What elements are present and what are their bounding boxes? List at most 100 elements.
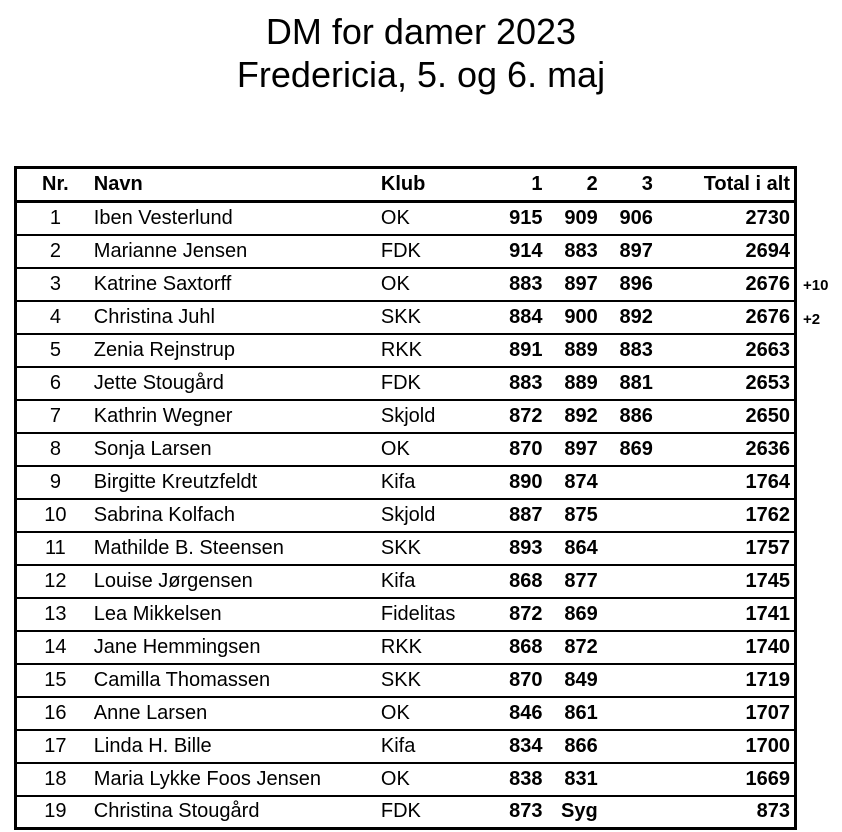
cell-game1: 868 xyxy=(473,630,543,665)
header-game3: 3 xyxy=(597,167,653,203)
cell-klub: RKK xyxy=(380,630,474,665)
cell-klub: RKK xyxy=(380,333,474,368)
cell-klub: OK xyxy=(380,762,474,797)
cell-klub: Kifa xyxy=(380,465,474,500)
cell-nr: 15 xyxy=(15,663,94,698)
cell-navn: Anne Larsen xyxy=(93,696,381,731)
cell-navn: Camilla Thomassen xyxy=(93,663,381,698)
cell-klub: Kifa xyxy=(380,564,474,599)
cell-total: 2653 xyxy=(652,366,796,401)
cell-game1: 846 xyxy=(473,696,543,731)
cell-nr: 10 xyxy=(15,498,94,533)
cell-game1: 873 xyxy=(509,800,543,823)
cell-game1: 834 xyxy=(473,729,543,764)
cell-total: 2694 xyxy=(652,234,796,269)
cell-game2: 889 xyxy=(542,333,598,368)
cell-total: 1741 xyxy=(652,597,796,632)
cell-game1: 838 xyxy=(473,762,543,797)
cell-navn: Iben Vesterlund xyxy=(93,201,381,236)
cell-game2: 892 xyxy=(542,399,598,434)
cell-total: 2663 xyxy=(652,333,796,368)
cell-game1: 868 xyxy=(473,564,543,599)
cell-game1: 893 xyxy=(473,531,543,566)
cell-total: 2676 xyxy=(652,300,796,335)
cell-klub: SKK xyxy=(380,300,474,335)
cell-nr: 4 xyxy=(15,300,94,335)
header-game2: 2 xyxy=(542,167,598,203)
cell-game2: 866 xyxy=(542,729,598,764)
cell-navn: Marianne Jensen xyxy=(93,234,381,269)
cell-klub: FDK xyxy=(380,800,421,823)
table-row: 7 Kathrin Wegner Skjold 872 892 886 2650 xyxy=(15,399,796,434)
cell-navn: Lea Mikkelsen xyxy=(93,597,381,632)
header-game1: 1 xyxy=(473,167,543,203)
cell-klub: OK xyxy=(380,432,474,467)
cell-klub: Fidelitas xyxy=(380,597,474,632)
table-row: 19 Christina Stougård FDK 873 Syg 873 xyxy=(16,796,796,829)
cell-game3 xyxy=(597,531,653,566)
cell-game3: 886 xyxy=(597,399,653,434)
cell-navn: Birgitte Kreutzfeldt xyxy=(93,465,381,500)
cell-game1: 890 xyxy=(473,465,543,500)
table-row: 15 Camilla Thomassen SKK 870 849 1719 xyxy=(15,663,796,698)
cell-total: 1740 xyxy=(652,630,796,665)
cell-nr: 11 xyxy=(15,531,94,566)
cell-game3 xyxy=(597,564,653,599)
cell-klub: OK xyxy=(380,696,474,731)
cell-klub: Kifa xyxy=(380,729,474,764)
table-row: 9 Birgitte Kreutzfeldt Kifa 890 874 1764 xyxy=(15,465,796,500)
cell-navn: Katrine Saxtorff xyxy=(93,267,381,302)
table-row: 12 Louise Jørgensen Kifa 868 877 1745 xyxy=(15,564,796,599)
header-klub: Klub xyxy=(380,167,474,203)
cell-game1: 883 xyxy=(473,267,543,302)
cell-game3 xyxy=(597,696,653,731)
cell-game2: 875 xyxy=(542,498,598,533)
cell-nr: 12 xyxy=(15,564,94,599)
cell-game3 xyxy=(597,729,653,764)
cell-total: 1700 xyxy=(652,729,796,764)
cell-klub: Skjold xyxy=(380,498,474,533)
results-table: Nr. Navn Klub 1 2 3 Total i alt 1 Iben V… xyxy=(14,166,797,830)
cell-total: 873 xyxy=(756,800,790,823)
cell-total: 2730 xyxy=(652,201,796,236)
cell-game3: 896 xyxy=(597,267,653,302)
table-row: 6 Jette Stougård FDK 883 889 881 2653 xyxy=(15,366,796,401)
table-row: 8 Sonja Larsen OK 870 897 869 2636 xyxy=(15,432,796,467)
cell-game3: 906 xyxy=(597,201,653,236)
cell-total: 1719 xyxy=(652,663,796,698)
title-block: DM for damer 2023 Fredericia, 5. og 6. m… xyxy=(0,10,842,96)
cell-total: 1669 xyxy=(652,762,796,797)
cell-nr: 9 xyxy=(15,465,94,500)
cell-game3: 869 xyxy=(597,432,653,467)
cell-game2: 877 xyxy=(542,564,598,599)
table-row: 3 Katrine Saxtorff OK 883 897 896 2676 xyxy=(15,267,796,302)
table-row: 11 Mathilde B. Steensen SKK 893 864 1757 xyxy=(15,531,796,566)
cell-game2: 883 xyxy=(542,234,598,269)
table-row: 10 Sabrina Kolfach Skjold 887 875 1762 xyxy=(15,498,796,533)
cell-total: 1745 xyxy=(652,564,796,599)
cell-game2: Syg xyxy=(561,800,598,823)
table-row: 16 Anne Larsen OK 846 861 1707 xyxy=(15,696,796,731)
table-row: 5 Zenia Rejnstrup RKK 891 889 883 2663 xyxy=(15,333,796,368)
cell-game1: 870 xyxy=(473,663,543,698)
cell-klub: SKK xyxy=(380,663,474,698)
cell-game1: 872 xyxy=(473,597,543,632)
tie-break-note: +10 xyxy=(803,277,829,295)
table-row: 2 Marianne Jensen FDK 914 883 897 2694 xyxy=(15,234,796,269)
cell-nr: 3 xyxy=(15,267,94,302)
results-body: 1 Iben Vesterlund OK 915 909 906 2730 2 … xyxy=(15,201,796,829)
cell-navn: Sabrina Kolfach xyxy=(93,498,381,533)
cell-game3: 897 xyxy=(597,234,653,269)
cell-navn: Christina Juhl xyxy=(93,300,381,335)
cell-game3 xyxy=(597,498,653,533)
table-row: 1 Iben Vesterlund OK 915 909 906 2730 xyxy=(15,201,796,236)
cell-total: 2636 xyxy=(652,432,796,467)
cell-game2: 864 xyxy=(542,531,598,566)
cell-nr: 18 xyxy=(15,762,94,797)
cell-game1: 891 xyxy=(473,333,543,368)
cell-game2: 909 xyxy=(542,201,598,236)
cell-game3 xyxy=(597,597,653,632)
cell-game2: 872 xyxy=(542,630,598,665)
cell-nr: 6 xyxy=(15,366,94,401)
